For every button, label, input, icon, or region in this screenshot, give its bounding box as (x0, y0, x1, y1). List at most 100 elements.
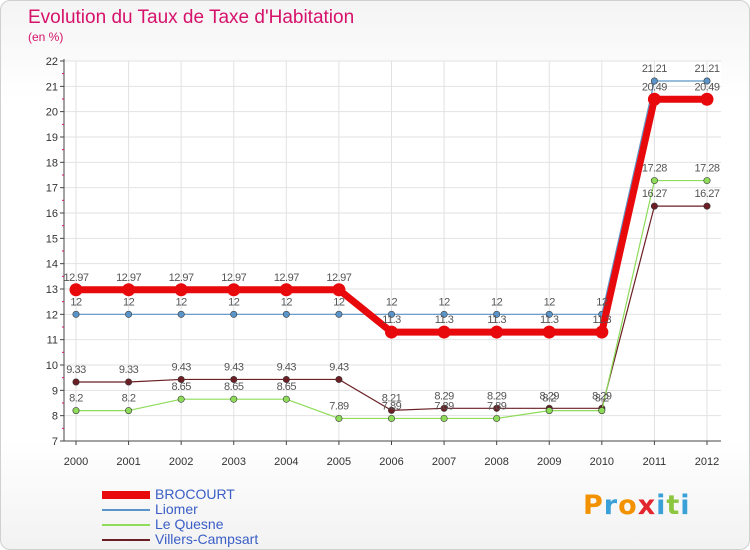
data-point (545, 310, 553, 318)
data-label: 9.43 (171, 361, 191, 373)
data-point (440, 404, 448, 412)
data-label: 7.89 (487, 400, 507, 412)
data-label: 8.65 (171, 381, 191, 393)
data-point (72, 310, 80, 318)
data-label: 12 (544, 296, 556, 308)
data-point (387, 310, 395, 318)
y-tick-label: 14 (46, 259, 58, 271)
data-point (122, 283, 136, 297)
data-point (282, 310, 290, 318)
legend-label: Liomer (155, 501, 198, 517)
data-point (542, 325, 556, 339)
data-point (282, 375, 290, 383)
data-point (72, 407, 80, 415)
data-point (332, 283, 346, 297)
data-point (387, 414, 395, 422)
data-label: 12.97 (221, 272, 246, 284)
x-tick-label: 2009 (537, 456, 561, 468)
legend-item: BROCOURT (102, 487, 258, 502)
data-label: 12 (596, 296, 608, 308)
data-label: 7.89 (382, 400, 402, 412)
data-point (69, 283, 83, 297)
proxiti-logo: Proxiti (583, 490, 691, 521)
data-label: 12 (176, 296, 188, 308)
data-point (177, 395, 185, 403)
data-label: 21.21 (642, 63, 667, 75)
data-label: 11.3 (540, 314, 559, 326)
data-label: 9.43 (329, 361, 349, 373)
data-label: 20.49 (694, 81, 719, 93)
series-brocourt (69, 92, 714, 339)
data-point (227, 283, 241, 297)
legend-label: Villers-Campsart (155, 531, 259, 547)
data-label: 7.89 (329, 400, 349, 412)
data-label: 12 (438, 296, 450, 308)
data-point (125, 407, 133, 415)
y-tick-label: 13 (46, 284, 58, 296)
data-label: 8.65 (224, 381, 244, 393)
data-label: 21.21 (694, 63, 719, 75)
series-liomer (72, 77, 711, 318)
data-label: 12 (70, 296, 82, 308)
x-tick-label: 2003 (222, 456, 246, 468)
data-point (545, 407, 553, 415)
data-label: 17.28 (642, 163, 667, 175)
data-point (493, 414, 501, 422)
data-label: 11.3 (487, 314, 506, 326)
x-tick-label: 2002 (169, 456, 193, 468)
data-label: 12 (386, 296, 398, 308)
series-le-quesne (72, 177, 711, 422)
logo-letter: r (603, 490, 619, 521)
data-label: 11.3 (435, 314, 454, 326)
logo-letter: i (656, 490, 667, 521)
y-axis-unit-label: (en %) (28, 30, 64, 44)
data-label: 12.97 (274, 272, 299, 284)
x-tick-label: 2007 (432, 456, 456, 468)
data-point (647, 92, 661, 106)
x-tick-label: 2005 (327, 456, 351, 468)
data-point (440, 414, 448, 422)
y-tick-label: 10 (46, 360, 58, 372)
data-point (703, 202, 711, 210)
legend-item: Liomer (102, 502, 258, 517)
data-label: 9.43 (277, 361, 297, 373)
data-point (387, 406, 395, 414)
x-tick-label: 2004 (274, 456, 298, 468)
data-point (230, 375, 238, 383)
data-label: 7.89 (434, 400, 454, 412)
y-tick-label: 8 (52, 411, 58, 423)
x-tick-label: 2008 (484, 456, 508, 468)
x-tick-label: 2012 (695, 456, 719, 468)
data-label: 12.97 (169, 272, 194, 284)
chart-title: Evolution du Taux de Taxe d'Habitation (28, 7, 355, 28)
legend-swatch (102, 508, 150, 511)
logo-letter: P (583, 490, 604, 521)
legend-swatch (102, 538, 150, 541)
x-tick-label: 2001 (116, 456, 140, 468)
y-tick-label: 17 (46, 183, 58, 195)
data-point (703, 177, 711, 185)
data-label: 12.97 (116, 272, 141, 284)
y-tick-label: 7 (52, 436, 58, 448)
y-tick-label: 20 (46, 107, 58, 119)
data-label: 9.33 (66, 364, 86, 376)
legend-swatch (102, 490, 150, 499)
data-point (493, 310, 501, 318)
data-label: 16.27 (694, 188, 719, 200)
logo-letter: i (680, 490, 691, 521)
data-point (490, 325, 504, 339)
data-label: 8.29 (592, 390, 612, 402)
data-point (335, 375, 343, 383)
data-point (230, 310, 238, 318)
data-point (230, 395, 238, 403)
y-tick-label: 12 (46, 309, 58, 321)
data-label: 12.97 (63, 272, 88, 284)
legend-item: Le Quesne (102, 517, 258, 532)
data-label: 16.27 (642, 188, 667, 200)
data-label: 12 (491, 296, 503, 308)
data-point (703, 77, 711, 85)
data-label: 11.3 (593, 314, 612, 326)
data-label: 9.33 (119, 364, 139, 376)
data-point (437, 325, 451, 339)
y-tick-label: 22 (46, 56, 58, 68)
